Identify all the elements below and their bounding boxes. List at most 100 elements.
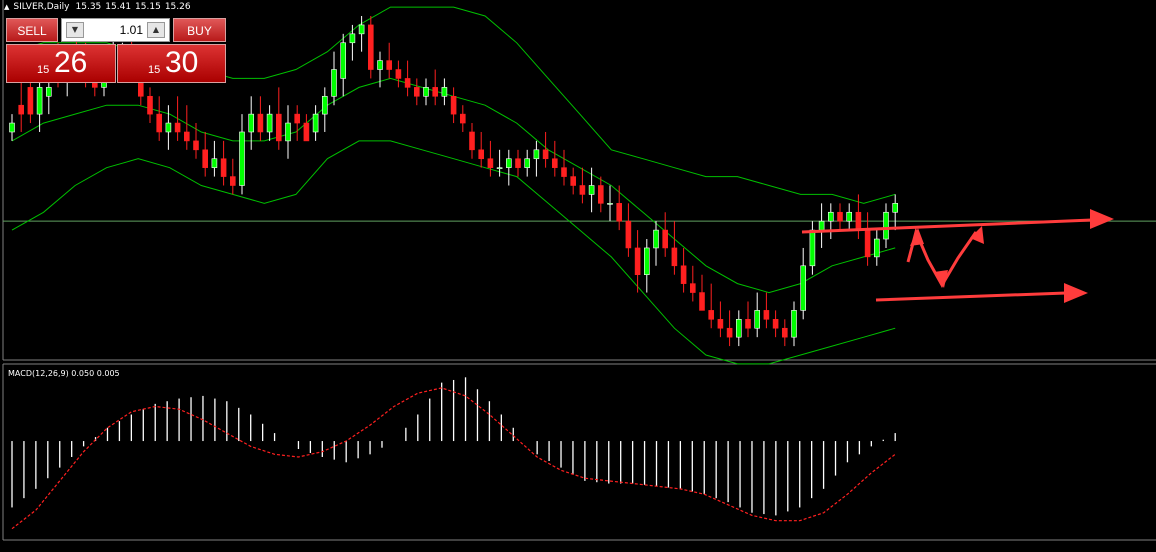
sell-button[interactable]: SELL	[6, 18, 58, 42]
candle-body	[763, 310, 770, 320]
candle-body	[450, 95, 457, 115]
lot-size-value[interactable]: 1.01	[119, 23, 143, 37]
candle-body	[469, 131, 475, 151]
lot-increase-icon[interactable]: ▲	[147, 22, 165, 38]
candle-body	[846, 211, 853, 222]
candle-body	[266, 113, 273, 133]
candle	[312, 105, 319, 141]
candle-body	[275, 113, 282, 142]
upper-trend-arrow-line	[801, 218, 1093, 234]
candle-body	[45, 87, 52, 97]
candle-body	[340, 42, 347, 79]
candle	[717, 301, 724, 338]
candle	[570, 167, 577, 195]
candle-body	[321, 95, 328, 115]
candle-body	[294, 113, 301, 124]
candle-body	[625, 220, 632, 249]
candle	[892, 194, 899, 231]
candle	[827, 203, 834, 240]
symbol-label: SILVER,Daily	[13, 2, 70, 12]
candle-body	[423, 87, 429, 97]
candle	[883, 203, 889, 248]
candle-body	[772, 319, 779, 329]
candle	[745, 301, 751, 338]
candle-body	[358, 24, 365, 35]
candle	[156, 96, 162, 141]
candle-body	[413, 87, 420, 97]
candle	[294, 105, 301, 141]
candle-body	[386, 60, 393, 70]
candle	[174, 96, 181, 141]
candle-body	[561, 167, 567, 177]
collapse-triangle-icon[interactable]: ▲	[4, 3, 10, 11]
candle	[579, 167, 586, 204]
lot-decrease-icon[interactable]: ▼	[66, 22, 84, 38]
candle	[358, 16, 365, 52]
candle	[432, 69, 439, 106]
lot-size-input[interactable]: ▼ 1.01 ▲	[61, 18, 170, 42]
zigzag-arrowhead-3	[970, 226, 984, 244]
candle-body	[505, 158, 512, 168]
sell-price-box[interactable]: 15 26	[6, 44, 116, 83]
candle-body	[257, 113, 264, 133]
candle	[266, 105, 273, 141]
candle-body	[809, 229, 816, 267]
candle-body	[331, 69, 337, 97]
lower-trend-arrow-line	[875, 291, 1067, 302]
candle	[18, 78, 25, 132]
candle	[450, 87, 457, 124]
bollinger-lower	[11, 140, 896, 365]
candle	[441, 78, 448, 106]
candle	[377, 51, 383, 88]
candle-body	[478, 149, 485, 160]
candle-body	[230, 176, 236, 186]
candle-body	[202, 149, 208, 168]
candle-body	[211, 158, 218, 168]
candle	[873, 230, 880, 266]
buy-price-box[interactable]: 15 30	[117, 44, 226, 83]
buy-price-small: 15	[148, 64, 161, 76]
candle-body	[607, 203, 613, 205]
candle-body	[377, 60, 383, 70]
candle-body	[239, 131, 245, 186]
candle-body	[404, 78, 411, 88]
candle	[597, 176, 604, 213]
candle	[423, 78, 429, 106]
candle	[202, 131, 208, 177]
candle	[800, 247, 807, 320]
candle	[303, 114, 310, 142]
candle	[478, 131, 485, 168]
candle	[671, 221, 678, 275]
candle	[331, 51, 337, 106]
candle	[404, 60, 411, 97]
candle-body	[827, 211, 834, 222]
candle-body	[818, 220, 825, 231]
candle-body	[892, 203, 899, 213]
candle-body	[18, 104, 25, 115]
candle	[864, 212, 871, 266]
candle-body	[671, 247, 678, 267]
candle-body	[496, 167, 503, 169]
candle	[239, 114, 245, 195]
candle	[588, 167, 595, 213]
candle	[165, 105, 172, 150]
candle-body	[248, 113, 254, 133]
candle-body	[883, 211, 889, 240]
zigzag-arrowhead-1	[910, 228, 924, 246]
candle	[524, 149, 531, 177]
candle-body	[367, 24, 374, 70]
candle-body	[9, 122, 15, 133]
macd-signal-line	[11, 387, 896, 530]
buy-button[interactable]: BUY	[173, 18, 226, 42]
candle	[533, 140, 540, 177]
candle	[257, 96, 264, 141]
candle-body	[524, 158, 531, 168]
close-value: 15.26	[164, 2, 191, 12]
candle-body	[432, 87, 439, 97]
sell-price-small: 15	[37, 64, 50, 76]
candle	[248, 96, 254, 150]
candle-body	[184, 131, 190, 142]
candle	[220, 140, 227, 186]
trend-arrows	[801, 209, 1114, 303]
candle	[763, 292, 770, 329]
